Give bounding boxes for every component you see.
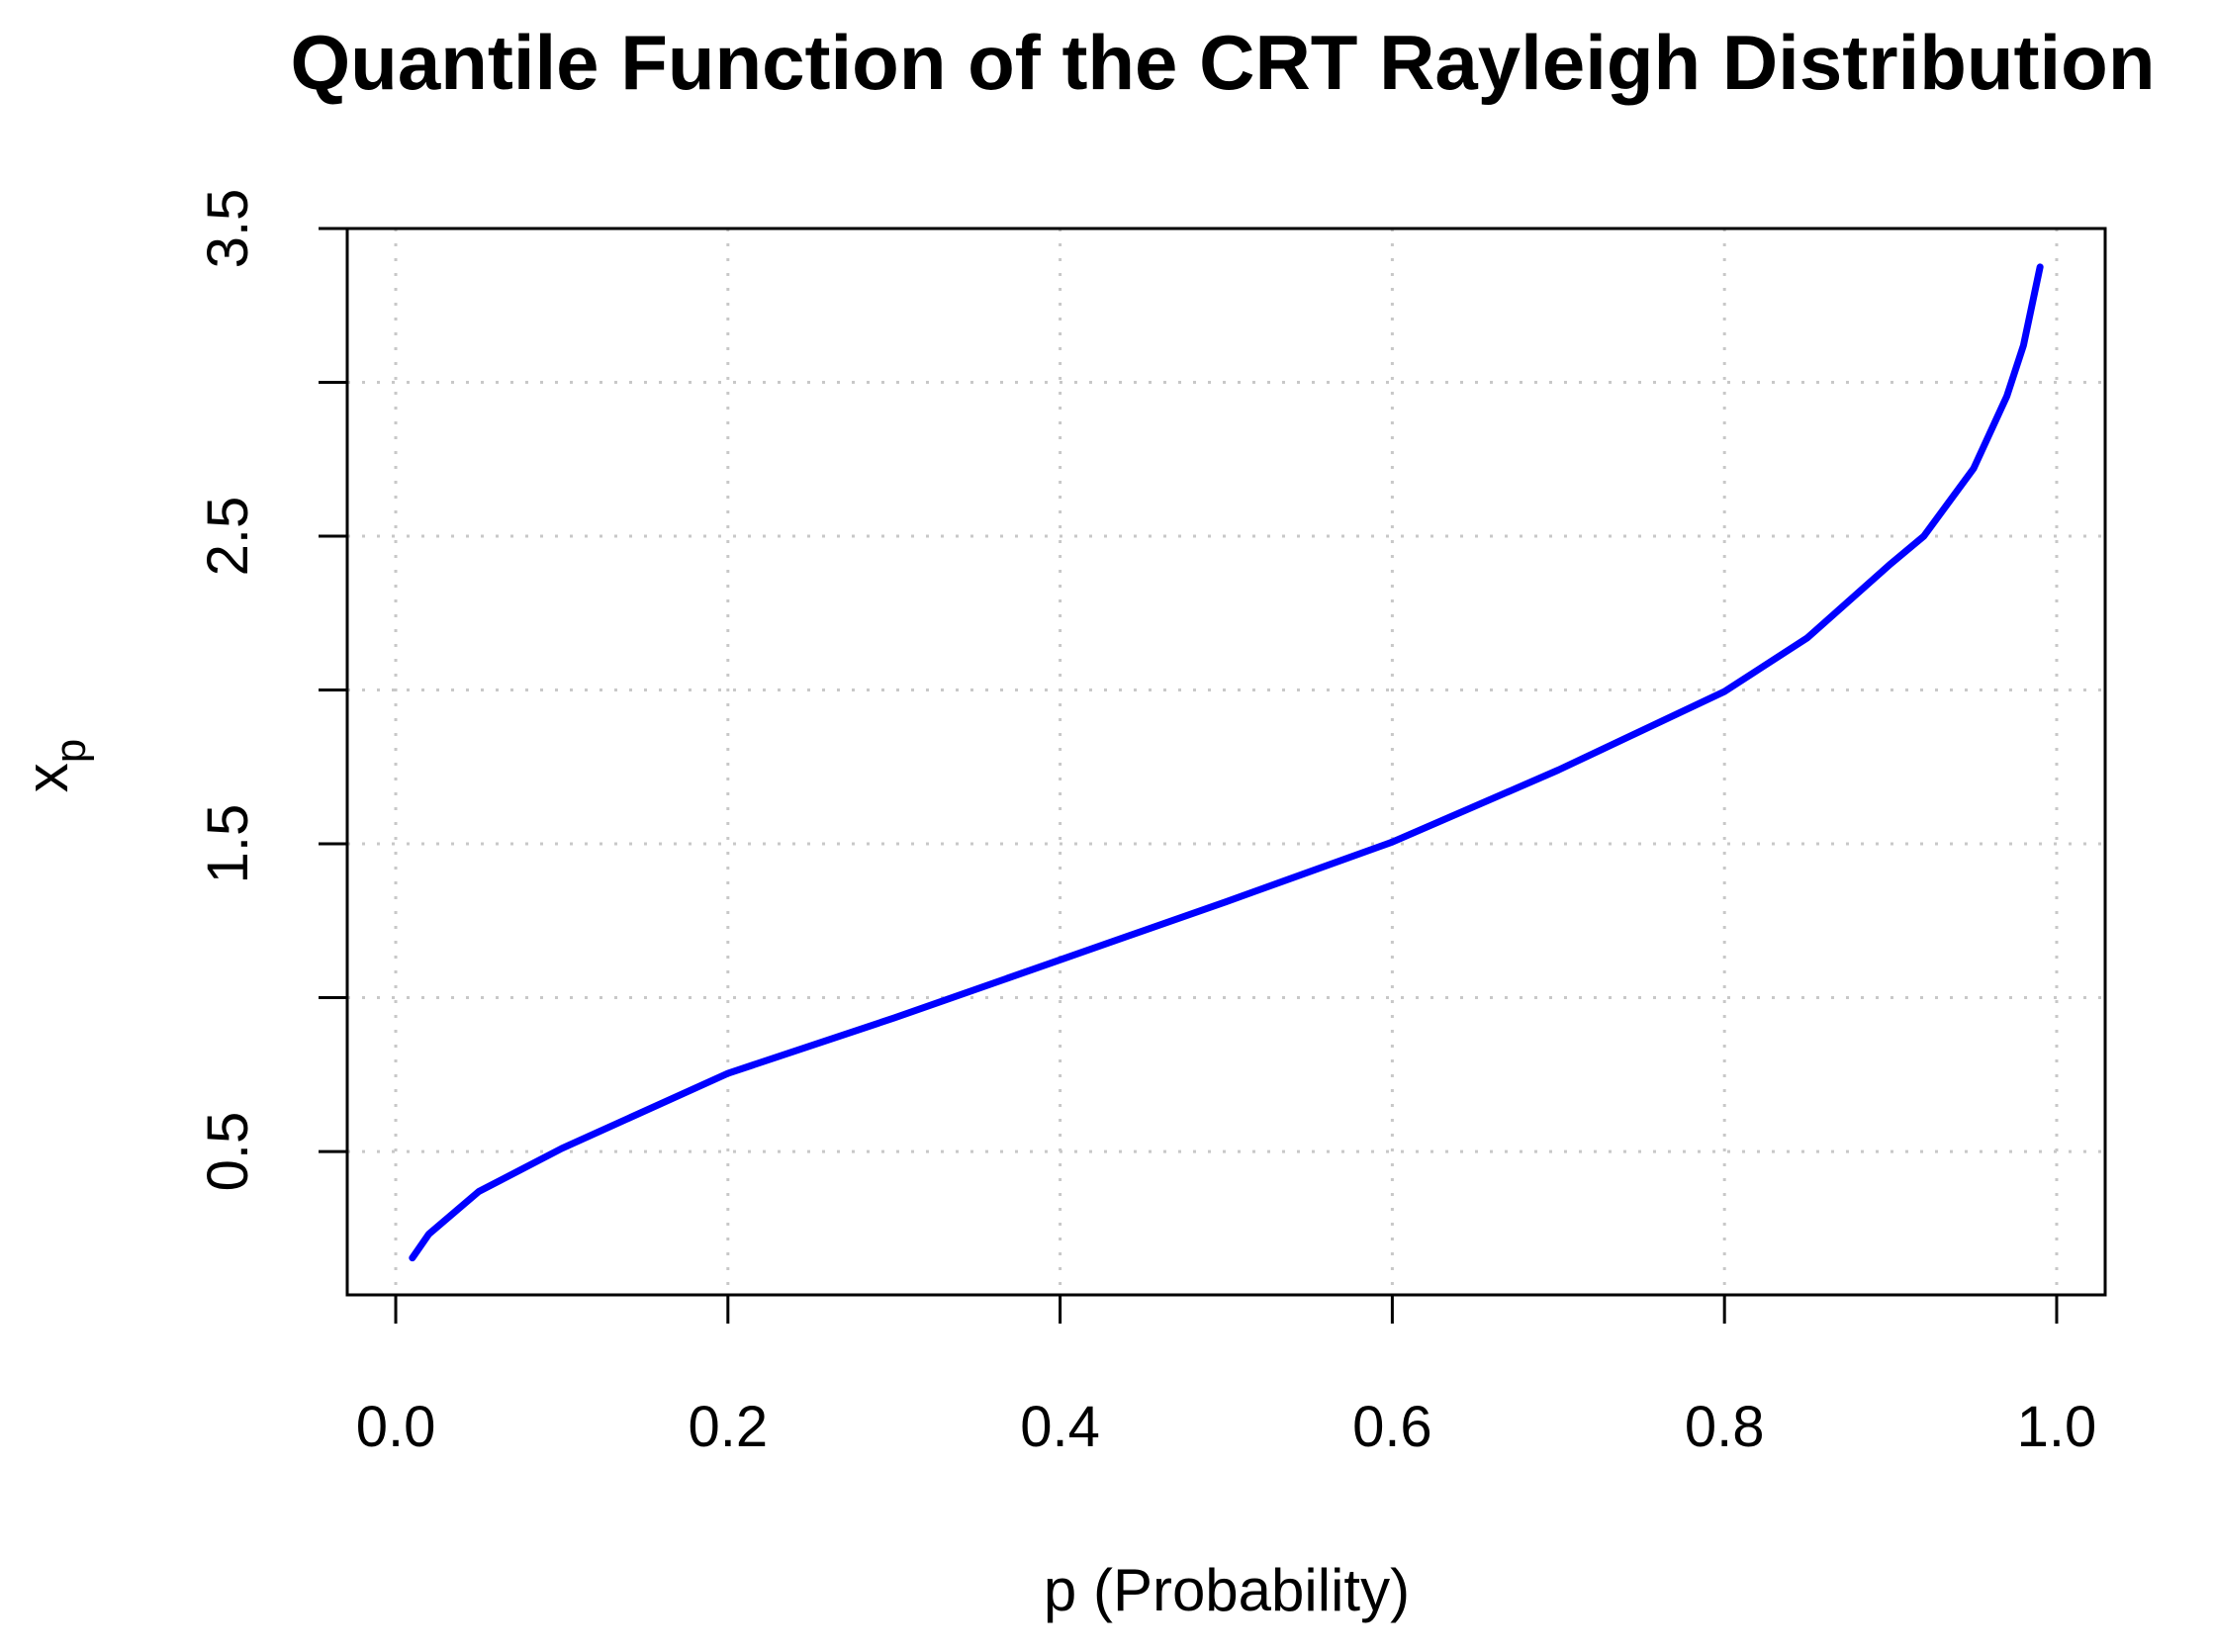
x-tick-label: 1.0: [2017, 1395, 2097, 1459]
y-axis-label-base: x: [14, 763, 80, 792]
y-axis-label-sub: p: [46, 739, 95, 763]
x-tick-label: 0.0: [356, 1395, 436, 1459]
plot-frame: [345, 227, 2107, 1297]
y-tick-label: 0.5: [196, 1112, 260, 1192]
x-axis-label: p (Probability): [1044, 1557, 1410, 1623]
x-tick-label: 0.6: [1352, 1395, 1432, 1459]
y-tick-label: 3.5: [196, 189, 260, 269]
y-tick-label: 1.5: [196, 804, 260, 884]
chart-title: Quantile Function of the CRT Rayleigh Di…: [291, 19, 2156, 106]
x-tick-label: 0.2: [688, 1395, 768, 1459]
x-tick-label: 0.8: [1685, 1395, 1765, 1459]
x-tick-label: 0.4: [1020, 1395, 1100, 1459]
quantile-line: [409, 263, 2044, 1262]
y-tick-label: 2.5: [196, 497, 260, 577]
y-axis-label: xp: [14, 739, 95, 792]
